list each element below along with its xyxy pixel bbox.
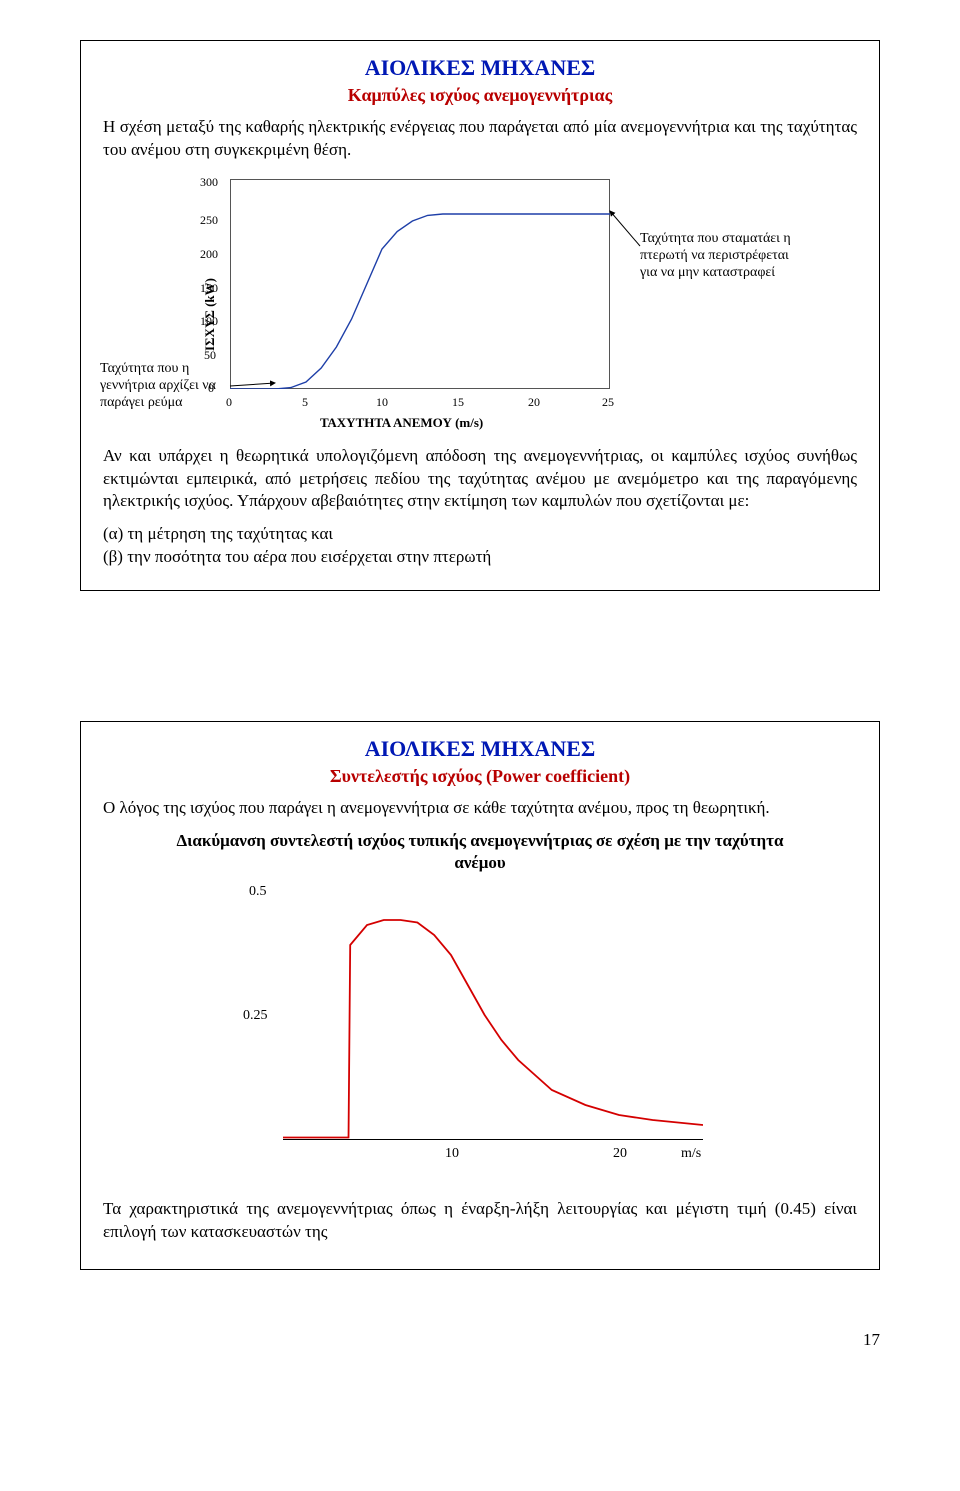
- ytick: 100: [200, 314, 218, 329]
- coefficient-chart: 0.5 0.25 10 20 m/s: [223, 880, 763, 1180]
- bullet-b: (β) την ποσότητα του αέρα που εισέρχεται…: [103, 546, 857, 569]
- ytick2: 0.25: [243, 1008, 268, 1024]
- power-curve-line: [230, 179, 610, 389]
- chart2-title: Διακύμανση συντελεστή ισχύος τυπικής ανε…: [173, 830, 787, 874]
- annot-cutout: Ταχύτητα που σταματάει η πτερωτή να περι…: [640, 231, 800, 281]
- ytick: 200: [200, 247, 218, 262]
- xtick: 15: [452, 395, 464, 410]
- panel2-after: Τα χαρακτηριστικά της ανεμογεννήτριας όπ…: [103, 1198, 857, 1243]
- panel-power-curve: ΑΙΟΛΙΚΕΣ ΜΗΧΑΝΕΣ Καμπύλες ισχύος ανεμογε…: [80, 40, 880, 591]
- xtick: 10: [376, 395, 388, 410]
- ytick: 300: [200, 175, 218, 190]
- ytick2: 0.5: [249, 884, 267, 900]
- xtick2: 20: [613, 1146, 627, 1162]
- annot-cutin: Ταχύτητα που η γεννήτρια αρχίζει να παρά…: [100, 361, 240, 411]
- panel-power-coefficient: ΑΙΟΛΙΚΕΣ ΜΗΧΑΝΕΣ Συντελεστής ισχύος (Pow…: [80, 721, 880, 1270]
- panel1-title: ΑΙΟΛΙΚΕΣ ΜΗΧΑΝΕΣ: [103, 55, 857, 81]
- power-curve-chart: ΙΣΧΥΣ (kW) 0 50 100 150 200 250 300 0 5 …: [120, 171, 840, 431]
- page-number: 17: [80, 1330, 880, 1350]
- coefficient-curve-line: [283, 890, 703, 1140]
- panel1-subtitle: Καμπύλες ισχύος ανεμογεννήτριας: [103, 85, 857, 106]
- panel2-subtitle: Συντελεστής ισχύος (Power coefficient): [103, 766, 857, 787]
- panel2-intro: Ο λόγος της ισχύος που παράγει η ανεμογε…: [103, 797, 857, 820]
- xtick2: m/s: [681, 1146, 701, 1162]
- panel1-after: Αν και υπάρχει η θεωρητικά υπολογιζόμενη…: [103, 445, 857, 513]
- xtick: 20: [528, 395, 540, 410]
- panel1-intro: Η σχέση μεταξύ της καθαρής ηλεκτρικής εν…: [103, 116, 857, 161]
- x-axis-label: ΤΑΧΥΤΗΤΑ ΑΝΕΜΟΥ (m/s): [320, 415, 483, 431]
- bullet-a: (α) τη μέτρηση της ταχύτητας και: [103, 523, 857, 546]
- ytick: 150: [200, 281, 218, 296]
- panel2-title: ΑΙΟΛΙΚΕΣ ΜΗΧΑΝΕΣ: [103, 736, 857, 762]
- xtick2: 10: [445, 1146, 459, 1162]
- ytick: 250: [200, 213, 218, 228]
- xtick: 5: [302, 395, 308, 410]
- xtick: 25: [602, 395, 614, 410]
